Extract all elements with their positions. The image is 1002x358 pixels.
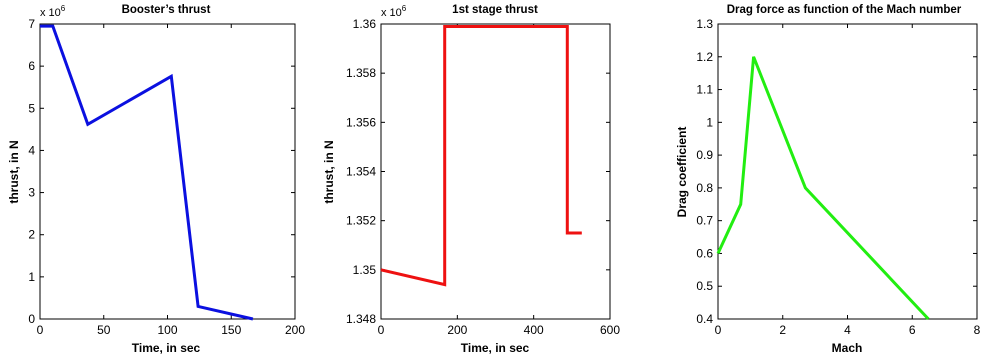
plot-area: 0 50 100 150 200 0 1 2 3 4 5 6 7 — [28, 17, 305, 337]
y-tick-label: 0.7 — [696, 214, 713, 228]
y-exponent: x 106 — [40, 4, 66, 19]
y-tick-label: 5 — [28, 101, 35, 115]
y-axis-label: thrust, in N — [7, 140, 21, 203]
series-line — [380, 25, 582, 287]
chart-title: Booster’s thrust — [122, 4, 211, 16]
x-tick-label: 8 — [974, 323, 981, 337]
x-tick-label: 2 — [779, 323, 786, 337]
y-tick-label: 0.6 — [696, 246, 713, 260]
chart-title: Drag force as function of the Mach numbe… — [727, 4, 962, 16]
y-tick-label: 0.4 — [696, 312, 713, 326]
x-tick-label: 4 — [844, 323, 851, 337]
x-tick-label: 0 — [378, 323, 385, 337]
x-tick-label: 200 — [447, 323, 467, 337]
x-tick-label: 150 — [221, 323, 241, 337]
y-tick-label: 1.3 — [696, 17, 713, 31]
y-tick-label: 1.356 — [346, 115, 376, 129]
y-tick-label: 0 — [28, 312, 35, 326]
x-tick-label: 0 — [37, 323, 44, 337]
series-line — [716, 56, 930, 321]
plot-area: 0 200 400 600 1.348 1.35 1.352 1.354 1.356 1.358 1… — [346, 17, 620, 337]
x-tick-label: 200 — [285, 323, 305, 337]
y-tick-label: 1.354 — [346, 165, 376, 179]
y-tick-label: 2 — [28, 228, 35, 242]
y-axis-label: Drag coefficient — [675, 127, 689, 218]
y-tick-label: 0.9 — [696, 148, 713, 162]
chart-boosters-thrust: Booster’s thrust x 106 0 50 100 150 200 0 1 2 3 4… — [7, 4, 305, 355]
y-tick-label: 0.5 — [696, 279, 713, 293]
y-tick-label: 1.1 — [696, 83, 713, 97]
chart-title: 1st stage thrust — [452, 4, 538, 16]
y-tick-label: 4 — [28, 143, 35, 157]
x-tick-label: 100 — [157, 323, 177, 337]
y-tick-label: 1 — [28, 270, 35, 284]
x-tick-label: 400 — [524, 323, 544, 337]
y-axis-label: thrust, in N — [322, 140, 336, 203]
y-exponent: x 106 — [381, 4, 407, 19]
chart-first-stage-thrust: 1st stage thrust x 106 0 200 400 600 1.348 1.… — [322, 4, 620, 355]
y-tick-label: 1.352 — [346, 214, 376, 228]
y-tick-label: 1.2 — [696, 50, 713, 64]
y-tick-label: 0.8 — [696, 181, 713, 195]
axes-box — [39, 23, 296, 320]
y-tick-label: 1.36 — [353, 17, 377, 31]
y-tick-label: 6 — [28, 59, 35, 73]
y-tick-label: 1.35 — [353, 263, 377, 277]
y-tick-label: 1 — [706, 115, 713, 129]
x-axis-label: Time, in sec — [132, 341, 201, 355]
y-tick-label: 1.348 — [346, 312, 376, 326]
y-tick-label: 1.358 — [346, 66, 376, 80]
plot-area: 0 2 4 6 8 0.4 0.5 0.6 0.7 0.8 0.9 1 1.1 1.2 1.3 — [696, 17, 980, 337]
x-tick-label: 0 — [715, 323, 722, 337]
x-axis-label: Time, in sec — [461, 341, 530, 355]
y-tick-label: 7 — [28, 17, 35, 31]
axes-box — [380, 23, 611, 320]
x-tick-label: 6 — [909, 323, 916, 337]
x-tick-label: 50 — [97, 323, 111, 337]
y-tick-label: 3 — [28, 186, 35, 200]
chart-drag-force: Drag force as function of the Mach numbe… — [675, 4, 981, 355]
x-tick-label: 600 — [600, 323, 620, 337]
series-line — [40, 24, 254, 321]
x-axis-label: Mach — [832, 341, 863, 355]
